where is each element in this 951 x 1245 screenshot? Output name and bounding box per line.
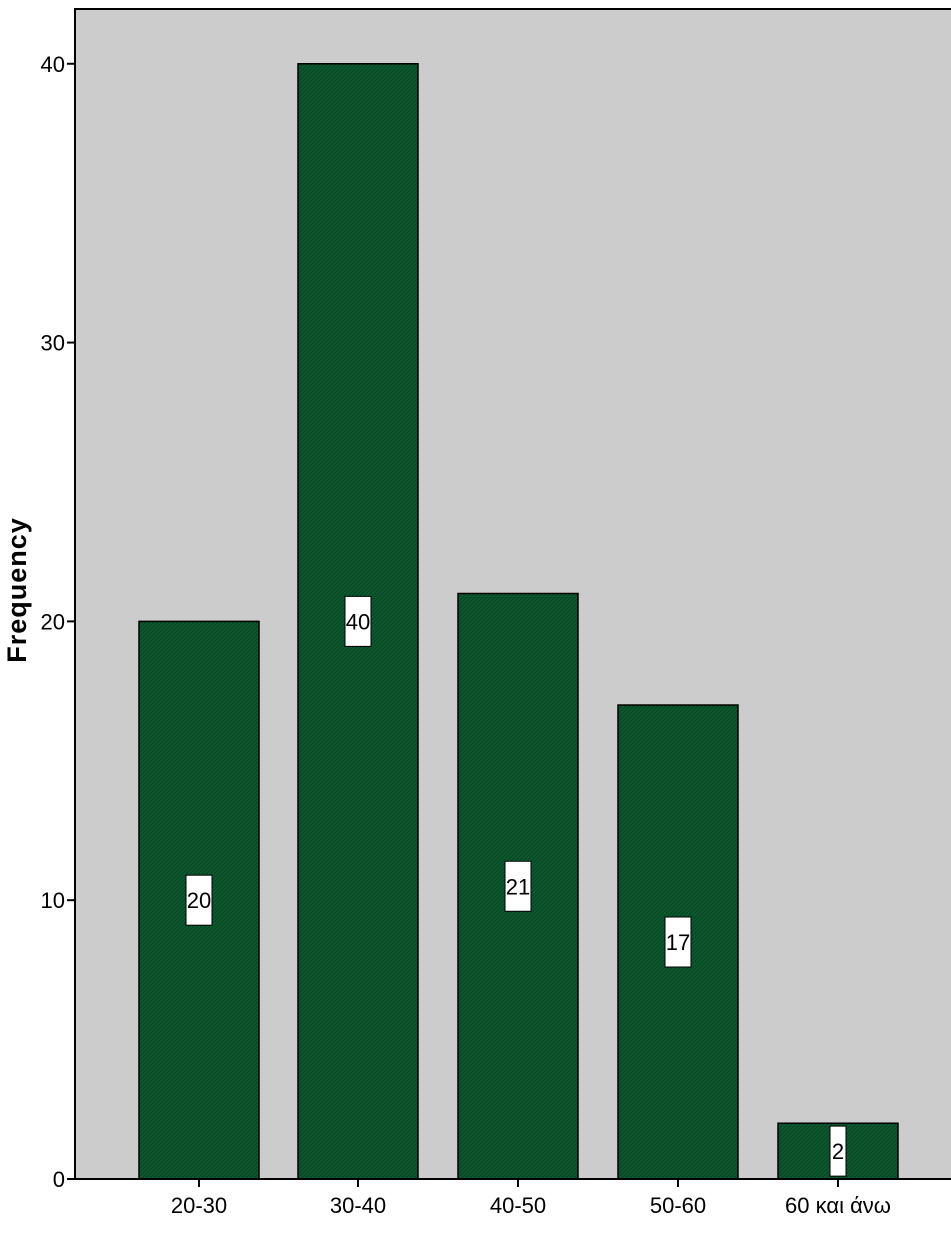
data-label-box bbox=[185, 874, 213, 926]
x-category-label: 20-30 bbox=[171, 1193, 227, 1218]
data-label-text: 2 bbox=[832, 1139, 844, 1164]
y-tick-label: 40 bbox=[41, 52, 65, 77]
y-tick-label: 20 bbox=[41, 609, 65, 634]
data-label-box bbox=[504, 860, 532, 912]
y-tick-label: 0 bbox=[53, 1167, 65, 1192]
y-axis-title: Frequency bbox=[2, 517, 32, 663]
data-label: 21 bbox=[504, 860, 532, 912]
y-tick-label: 10 bbox=[41, 888, 65, 913]
x-category-label: 30-40 bbox=[330, 1193, 386, 1218]
data-labels: 20 40 21 17 2 bbox=[185, 595, 847, 1177]
data-label-text: 21 bbox=[506, 874, 530, 899]
data-label-box bbox=[344, 595, 372, 647]
data-label: 17 bbox=[664, 916, 692, 968]
data-label: 2 bbox=[829, 1125, 847, 1177]
data-label: 40 bbox=[344, 595, 372, 647]
x-category-label: 60 και άνω bbox=[785, 1193, 891, 1218]
data-label: 20 bbox=[185, 874, 213, 926]
data-label-text: 40 bbox=[346, 609, 370, 634]
x-category-label: 50-60 bbox=[650, 1193, 706, 1218]
data-label-text: 20 bbox=[187, 888, 211, 913]
y-tick-label: 30 bbox=[41, 331, 65, 356]
data-label-text: 17 bbox=[666, 930, 690, 955]
x-category-label: 40-50 bbox=[490, 1193, 546, 1218]
data-label-box bbox=[664, 916, 692, 968]
axes: 0 10 20 30 40 20-30 30-40 40-50 50-60 60 και άνω bbox=[41, 8, 951, 1218]
data-label-box bbox=[829, 1125, 847, 1177]
